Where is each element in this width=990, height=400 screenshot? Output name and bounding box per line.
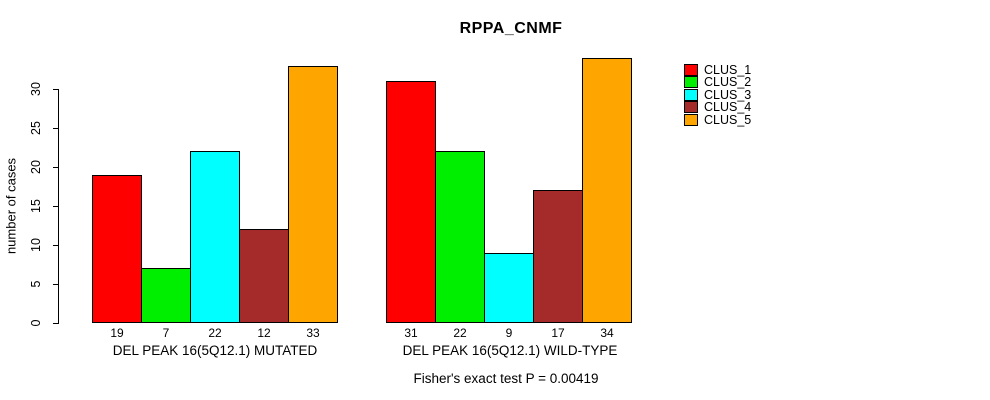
bar-value-label: 33 xyxy=(306,326,320,340)
y-axis-tick xyxy=(53,245,59,246)
legend-swatch-clus_4 xyxy=(684,101,698,114)
legend-label: CLUS_4 xyxy=(704,100,752,115)
bar-value-label: 9 xyxy=(505,326,513,340)
bar-value-label: 7 xyxy=(162,326,170,340)
bar-clus_2-group1 xyxy=(141,268,191,323)
fisher-test-note: Fisher's exact test P = 0.00419 xyxy=(413,371,599,386)
legend-label: CLUS_3 xyxy=(704,87,752,102)
legend-item-clus_3: CLUS_3 xyxy=(684,89,751,101)
chart-title: RPPA_CNMF xyxy=(459,20,563,37)
legend-label: CLUS_5 xyxy=(704,112,752,127)
y-axis-tick xyxy=(53,206,59,207)
bar-clus_1-group2 xyxy=(386,81,436,323)
y-axis-tick-label: 30 xyxy=(29,82,43,96)
y-axis-tick-label: 15 xyxy=(29,199,43,213)
legend-item-clus_4: CLUS_4 xyxy=(684,101,751,113)
bar-value-label: 34 xyxy=(600,326,614,340)
legend-label: CLUS_1 xyxy=(704,63,752,77)
y-axis-tick xyxy=(53,284,59,285)
legend-swatch-clus_5 xyxy=(684,113,698,126)
bar-clus_5-group1 xyxy=(288,66,338,323)
bar-value-label: 22 xyxy=(453,326,467,340)
legend-item-clus_2: CLUS_2 xyxy=(684,75,752,90)
legend-label: CLUS_2 xyxy=(704,75,752,90)
bar-value-label: 19 xyxy=(110,326,124,340)
bar-clus_2-group2 xyxy=(435,151,485,323)
bar-clus_1-group1 xyxy=(92,175,142,323)
y-axis-tick-label: 25 xyxy=(29,121,43,135)
y-axis-tick-label: 5 xyxy=(29,280,43,288)
x-group-label-wildtype: DEL PEAK 16(5Q12.1) WILD-TYPE xyxy=(402,343,618,358)
bar-value-label: 31 xyxy=(404,326,418,340)
bar-clus_4-group1 xyxy=(239,229,289,323)
legend-item-clus_5: CLUS_5 xyxy=(684,112,752,127)
y-axis-tick xyxy=(53,128,59,129)
bar-clus_3-group2 xyxy=(484,253,534,323)
legend-swatch-clus_2 xyxy=(684,76,698,89)
bar-value-label: 12 xyxy=(257,326,271,340)
bar-value-label: 22 xyxy=(208,326,222,340)
bar-clus_4-group2 xyxy=(533,190,583,323)
bar-clus_5-group2 xyxy=(582,58,632,323)
y-axis-tick-label: 20 xyxy=(29,160,43,174)
legend-swatch-clus_1 xyxy=(684,64,698,76)
legend-item-clus_1: CLUS_1 xyxy=(684,64,751,76)
bar-clus_3-group1 xyxy=(190,151,240,323)
x-group-label-mutated: DEL PEAK 16(5Q12.1) MUTATED xyxy=(112,343,318,358)
legend-swatch-clus_3 xyxy=(684,88,698,101)
y-axis-tick-label: 10 xyxy=(29,238,43,252)
y-axis-tick xyxy=(53,167,59,168)
y-axis-tick xyxy=(53,323,59,324)
y-axis-tick xyxy=(53,89,59,90)
y-axis-tick-label: 0 xyxy=(29,319,43,327)
y-axis-title: number of cases xyxy=(3,157,19,255)
bar-value-label: 17 xyxy=(551,326,565,340)
